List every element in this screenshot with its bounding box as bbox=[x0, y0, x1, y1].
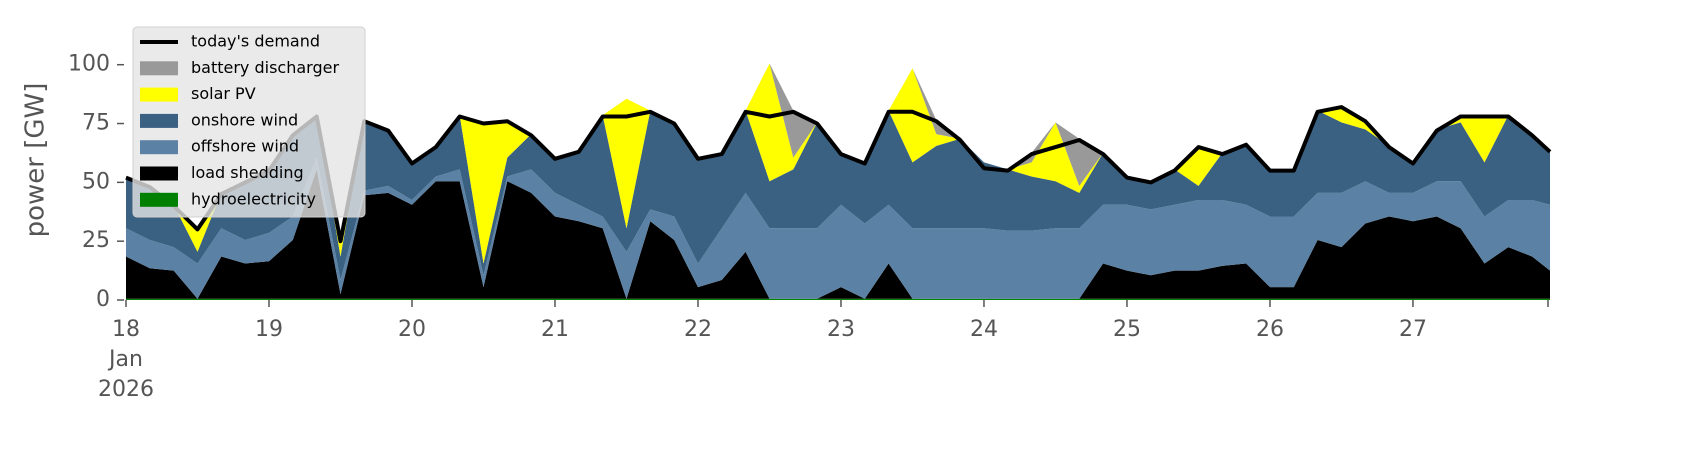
legend-patch bbox=[140, 87, 178, 102]
legend-label: today's demand bbox=[191, 32, 320, 51]
x-tick-label-line: 18 bbox=[112, 317, 140, 342]
y-axis-label: power [GW] bbox=[21, 83, 51, 238]
y-tick-label: 25 bbox=[82, 228, 110, 253]
area bbox=[126, 169, 1550, 299]
x-tick-label: 26 bbox=[1256, 317, 1284, 342]
area bbox=[126, 157, 1550, 299]
area bbox=[126, 63, 1550, 264]
legend-box bbox=[132, 26, 366, 218]
legend-patch bbox=[140, 140, 178, 155]
x-tick-label: 24 bbox=[970, 317, 998, 342]
legend-label: solar PV bbox=[191, 84, 256, 103]
legend-patch bbox=[140, 166, 178, 181]
area bbox=[126, 110, 1550, 280]
x-tick-label-line: Jan bbox=[107, 347, 143, 372]
legend-patch bbox=[140, 61, 178, 76]
legend-label: battery discharger bbox=[191, 58, 339, 77]
legend: today's demand battery discharger solar PV… bbox=[132, 26, 366, 218]
area bbox=[126, 298, 1550, 300]
x-tick-label: 22 bbox=[684, 317, 712, 342]
legend-label: onshore wind bbox=[191, 110, 298, 129]
x-tick-label: 19 bbox=[255, 317, 283, 342]
legend-label: hydroelectricity bbox=[191, 189, 316, 208]
y-tick-label: 0 bbox=[96, 287, 110, 312]
x-tick-label: 27 bbox=[1399, 317, 1427, 342]
x-tick-label: 20 bbox=[398, 317, 426, 342]
legend-patch bbox=[140, 113, 178, 128]
x-tick-label: 25 bbox=[1113, 317, 1141, 342]
x-tick-label: 21 bbox=[541, 317, 569, 342]
x-tick-label-line: 2026 bbox=[98, 377, 154, 402]
y-tick-label: 50 bbox=[82, 169, 110, 194]
y-tick-label: 75 bbox=[82, 111, 110, 136]
legend-label: load shedding bbox=[191, 163, 304, 182]
x-tick-label: 18 Jan 2026 bbox=[98, 317, 154, 402]
legend-patch bbox=[140, 192, 178, 207]
y-tick-label: 100 bbox=[68, 52, 110, 77]
legend-label: offshore wind bbox=[191, 137, 299, 156]
x-tick-label: 23 bbox=[827, 317, 855, 342]
